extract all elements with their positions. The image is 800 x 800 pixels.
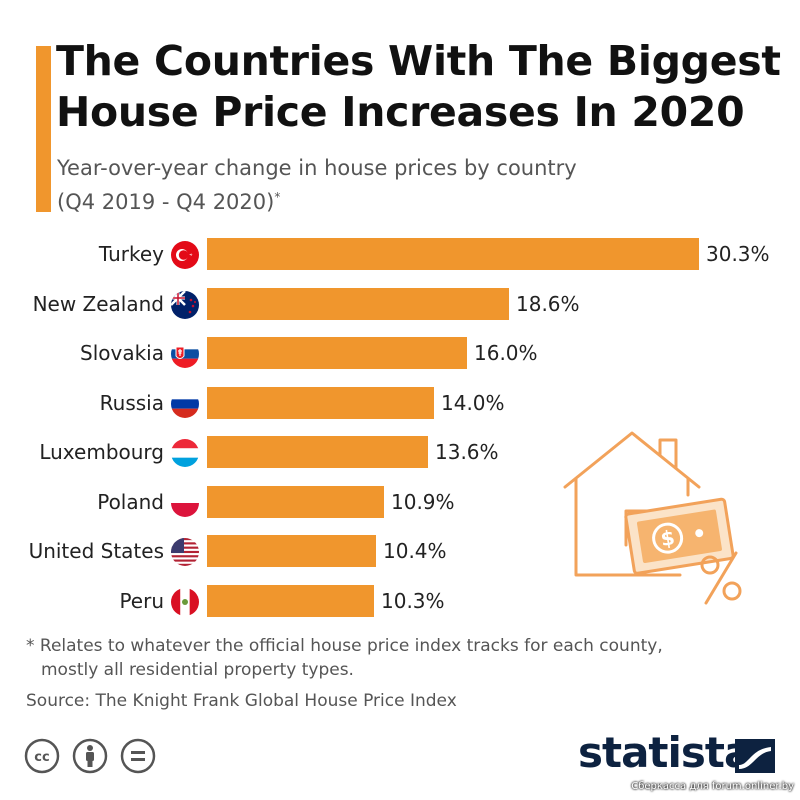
bar-row: Russia 14.0% [0, 386, 800, 419]
data-label: 30.3% [706, 242, 770, 266]
bar-row: New Zealand 18.6% [0, 287, 800, 320]
flag-icon [171, 389, 199, 418]
chart-subtitle-period: (Q4 2019 - Q4 2020) [57, 190, 275, 214]
category-label: Peru [119, 588, 164, 613]
data-label: 10.9% [391, 489, 455, 514]
data-label: 10.4% [383, 539, 447, 563]
data-label: 18.6% [516, 291, 580, 316]
chart-subtitle: Year-over-year change in house prices by… [57, 154, 777, 217]
bar-row: Turkey 30.3% [0, 238, 800, 270]
category-label: United States [28, 539, 164, 563]
statista-logo-text[interactable]: statista [578, 728, 752, 777]
bar [207, 436, 428, 468]
data-label: 10.3% [381, 588, 445, 613]
house-money-percent-icon: $ [563, 431, 742, 605]
flag-icon [171, 587, 199, 616]
data-label: 13.6% [435, 440, 499, 464]
bar-row: United States 10.4% [0, 535, 800, 567]
flag-icon [171, 538, 199, 566]
statista-logo-icon [735, 739, 775, 773]
bar [207, 386, 434, 419]
flag-icon [171, 290, 199, 319]
data-label: 14.0% [441, 390, 505, 415]
attribution-icon[interactable] [72, 738, 108, 774]
bar-row: Poland 10.9% [0, 485, 800, 518]
bar-row: Peru 10.3% [0, 584, 800, 617]
source-note: Source: The Knight Frank Global House Pr… [26, 691, 457, 711]
svg-text:cc: cc [34, 750, 49, 765]
flag-icon [171, 488, 199, 517]
category-label: Poland [97, 489, 164, 514]
footnote: * Relates to whatever the official house… [26, 634, 786, 682]
bar [207, 337, 467, 369]
watermark-text: Сберкасса для forum.onliner.by [631, 781, 794, 792]
svg-text:$: $ [659, 525, 677, 551]
chart-subtitle-line-1: Year-over-year change in house prices by… [57, 156, 577, 180]
category-label: Slovakia [80, 341, 164, 365]
bar [207, 535, 376, 567]
title-accent-bar [36, 46, 51, 212]
bar [207, 287, 509, 320]
bar-row: Slovakia 16.0% [0, 337, 800, 369]
chart-title-line-1: The Countries With The Biggest [56, 37, 781, 85]
footnote-line-2: mostly all residential property types. [41, 660, 354, 680]
bar-row: Luxembourg 13.6% [0, 436, 800, 468]
bar [207, 584, 374, 617]
category-label: Russia [99, 390, 164, 415]
chart-title: The Countries With The Biggest House Pri… [56, 36, 786, 138]
bar [207, 485, 384, 518]
chart-subtitle-line-2: (Q4 2019 - Q4 2020)* [57, 183, 777, 217]
bar [207, 238, 699, 270]
data-label: 16.0% [474, 341, 538, 365]
flag-icon [171, 340, 199, 368]
category-label: Turkey [98, 242, 164, 266]
flag-icon [171, 241, 199, 269]
category-label: Luxembourg [39, 440, 164, 464]
flag-icon [171, 439, 199, 467]
footnote-marker: * [274, 190, 281, 204]
footnote-line-1: * Relates to whatever the official house… [26, 636, 663, 656]
category-label: New Zealand [32, 291, 164, 316]
chart-title-line-2: House Price Increases In 2020 [56, 88, 745, 136]
creative-commons-icon[interactable]: cc [24, 738, 60, 774]
no-derivatives-icon[interactable] [120, 738, 156, 774]
